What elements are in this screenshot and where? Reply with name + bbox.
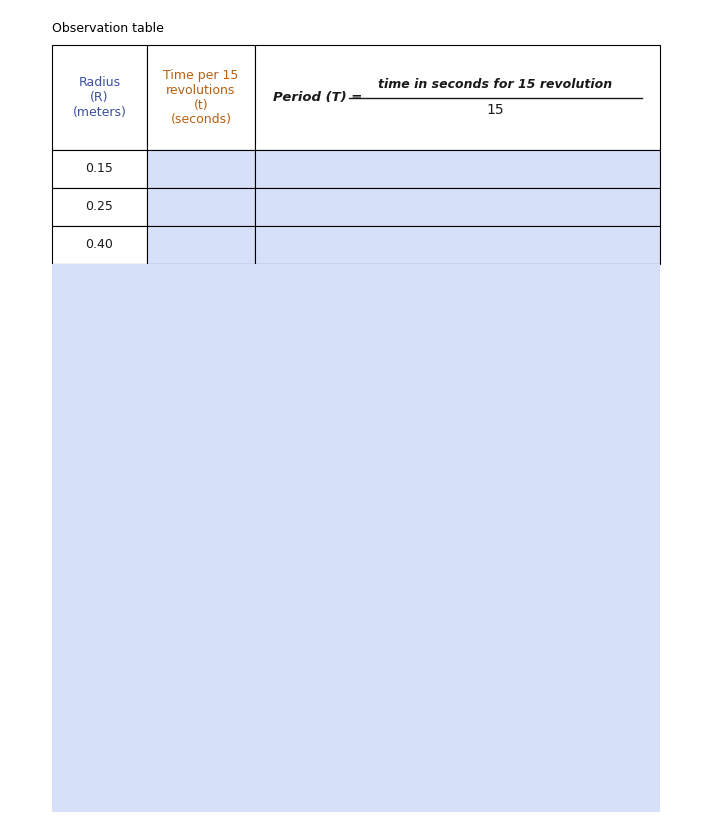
Bar xyxy=(255,150,660,188)
Text: Time per 15
revolutions
(t)
(seconds): Time per 15 revolutions (t) (seconds) xyxy=(163,69,239,127)
Bar xyxy=(255,188,660,226)
Bar xyxy=(52,226,147,264)
Bar xyxy=(255,226,660,264)
Text: 0.15: 0.15 xyxy=(86,162,114,175)
Bar xyxy=(52,188,147,226)
Bar xyxy=(147,226,255,264)
Text: Observation table: Observation table xyxy=(52,22,164,35)
Text: 0.40: 0.40 xyxy=(86,238,114,251)
Bar xyxy=(52,45,147,150)
Bar xyxy=(147,150,255,188)
Bar xyxy=(147,188,255,226)
Text: 15: 15 xyxy=(487,103,504,117)
Bar xyxy=(52,264,660,812)
Text: Period (T) =: Period (T) = xyxy=(273,91,367,104)
Bar xyxy=(255,45,660,150)
Text: Radius
(R)
(meters): Radius (R) (meters) xyxy=(72,76,127,119)
Text: time in seconds for 15 revolution: time in seconds for 15 revolution xyxy=(378,78,613,91)
Bar xyxy=(147,45,255,150)
Bar xyxy=(52,150,147,188)
Text: 0.25: 0.25 xyxy=(86,200,114,213)
